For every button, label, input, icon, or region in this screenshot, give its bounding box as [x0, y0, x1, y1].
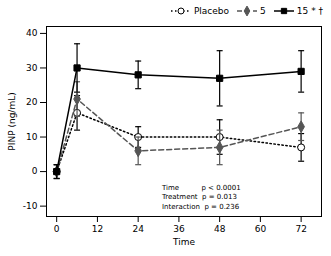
svg-text:60: 60: [255, 224, 267, 234]
svg-text:-10: -10: [23, 201, 38, 211]
svg-text:12: 12: [92, 224, 103, 234]
svg-text:0: 0: [32, 166, 38, 176]
svg-text:40: 40: [26, 28, 38, 38]
html-text:5: 5: [260, 5, 266, 16]
html-text:15 * †: 15 * †: [296, 5, 323, 16]
svg-text:20: 20: [26, 97, 38, 107]
svg-text:24: 24: [132, 224, 144, 234]
svg-text:36: 36: [173, 224, 185, 234]
svg-text:10: 10: [26, 132, 38, 142]
svg-text:Time: Time: [172, 237, 195, 247]
svg-text:0: 0: [54, 224, 60, 234]
svg-text:48: 48: [214, 224, 226, 234]
svg-text:72: 72: [295, 224, 306, 234]
svg-text:PINP (ng/mL): PINP (ng/mL): [7, 92, 17, 150]
svg-text:Time p < 0.0001Treatm: Time p < 0.0001Treatment p = 0.013Intera…: [161, 184, 241, 210]
svg-text:30: 30: [26, 63, 38, 73]
html-text:Placebo: Placebo: [193, 5, 230, 16]
